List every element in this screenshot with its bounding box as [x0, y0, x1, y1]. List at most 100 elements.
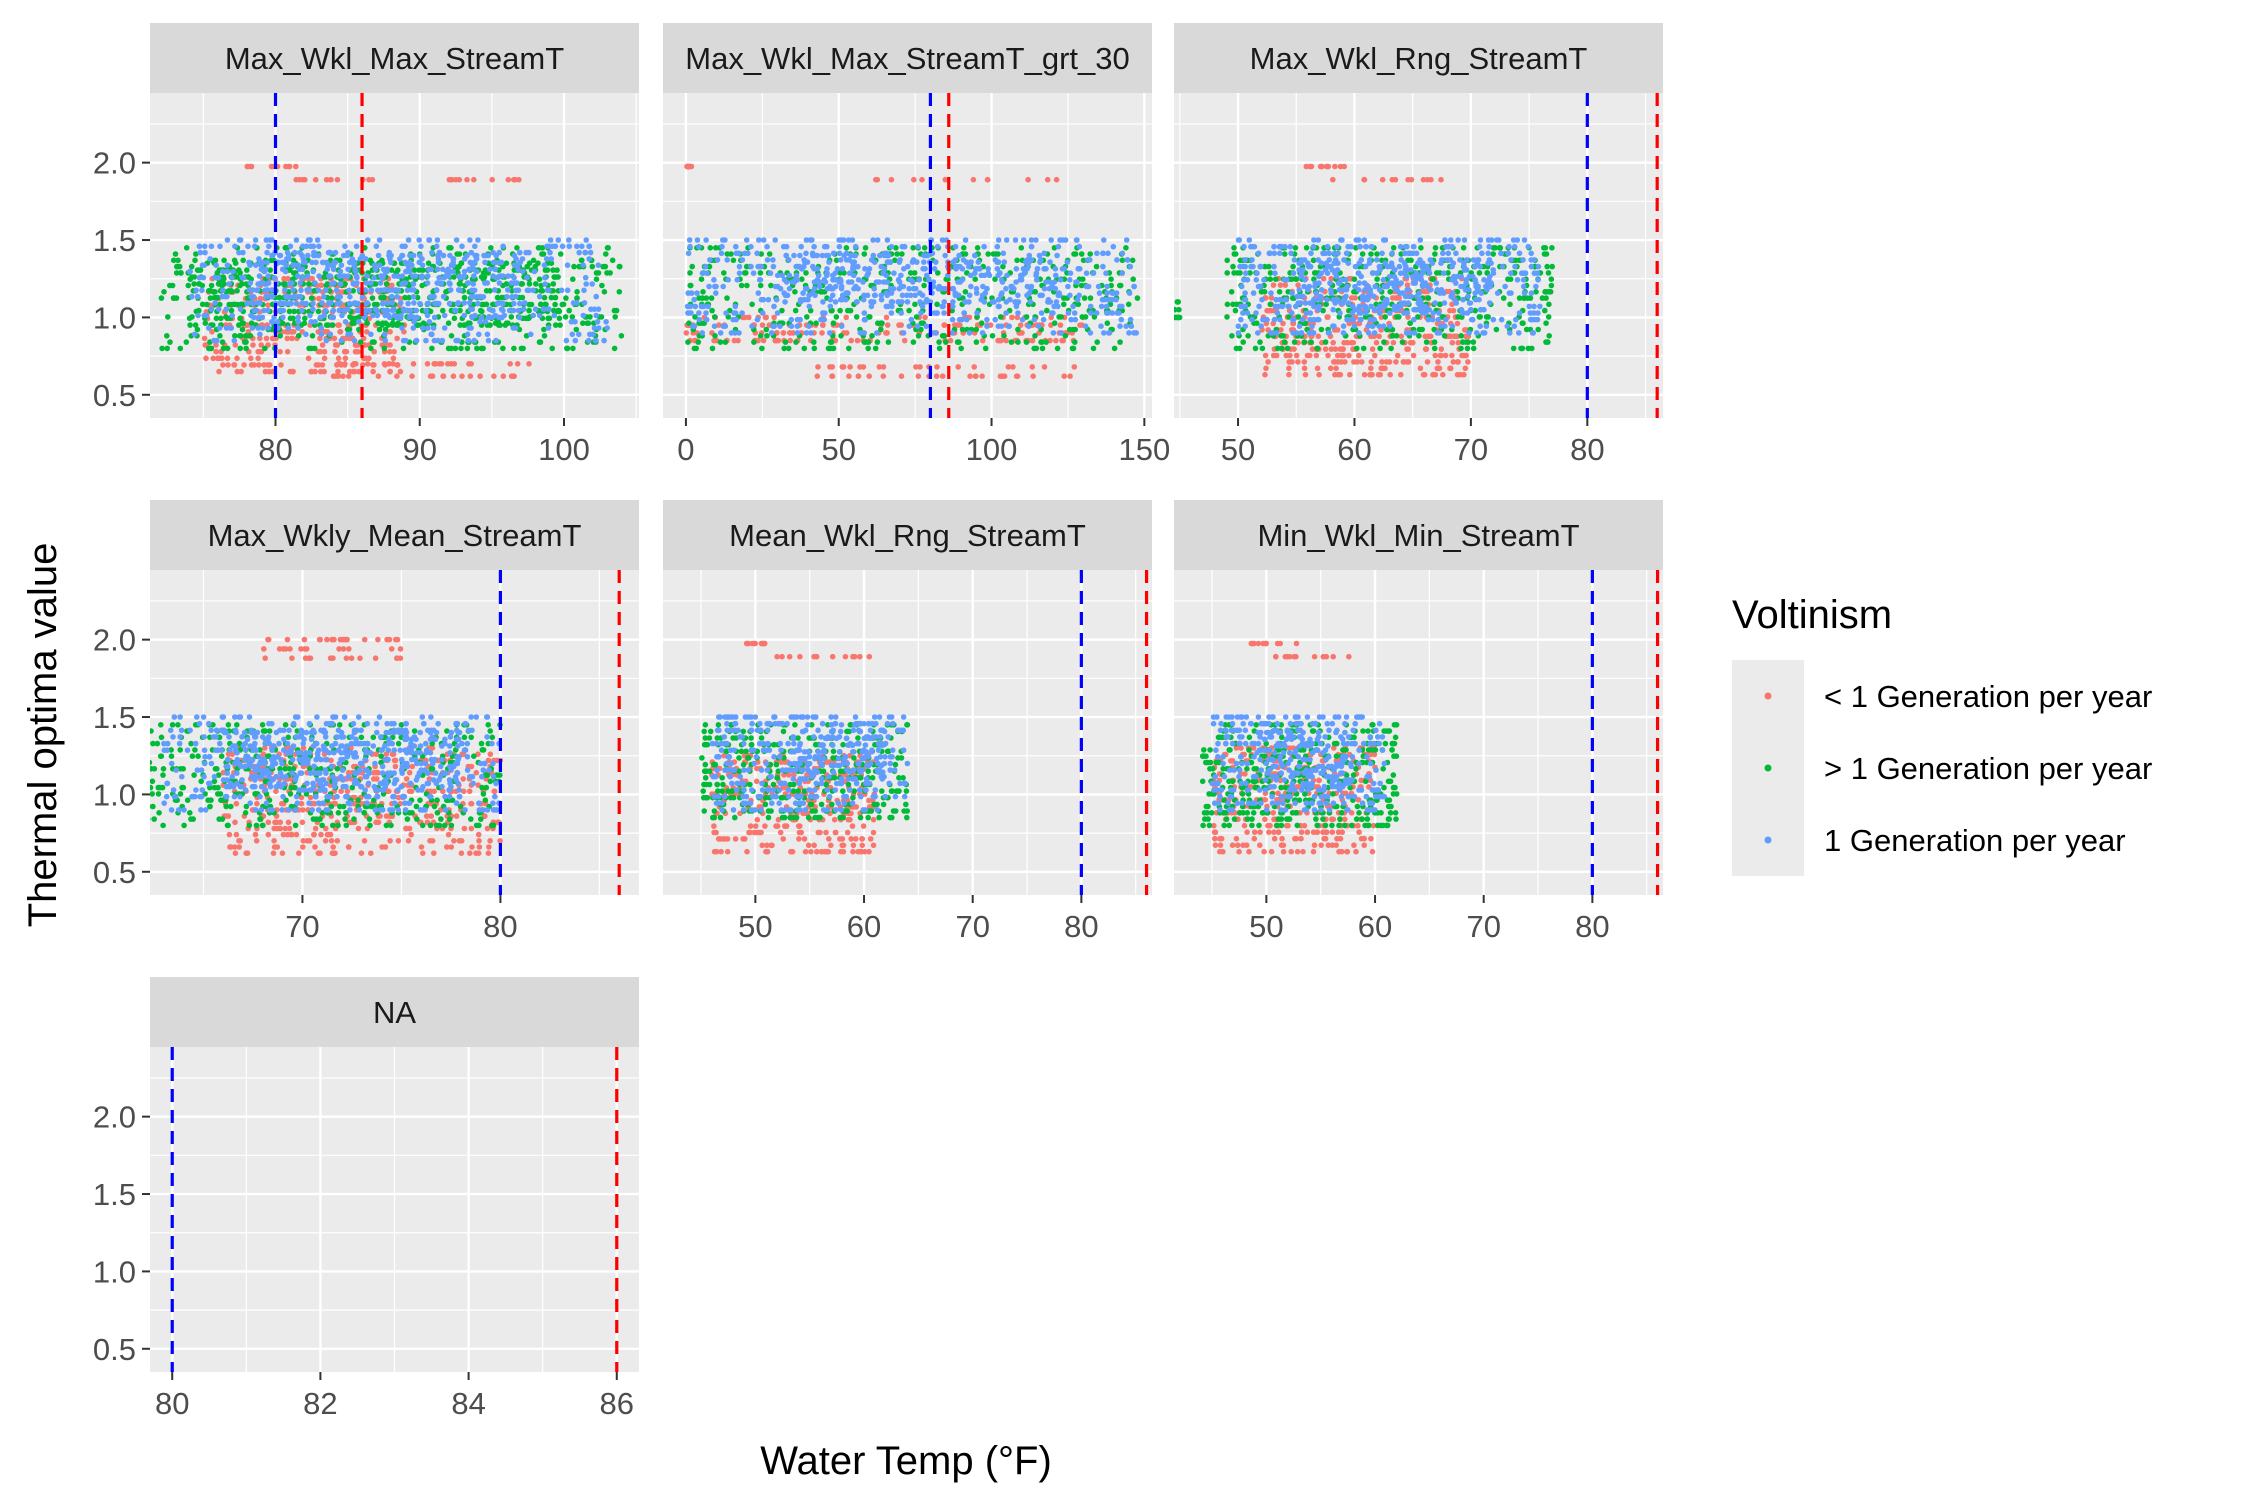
data-point [167, 339, 173, 345]
data-point [426, 266, 432, 273]
data-point [365, 361, 371, 367]
data-point [1510, 345, 1517, 352]
data-point [206, 345, 212, 352]
data-point [282, 287, 288, 293]
data-point [283, 294, 289, 300]
data-point [791, 279, 798, 285]
data-point [1322, 346, 1329, 352]
data-point [468, 325, 474, 331]
data-point [368, 287, 374, 293]
data-point [1013, 266, 1020, 272]
data-point [736, 270, 743, 277]
data-point [1470, 339, 1477, 345]
data-point [966, 263, 972, 270]
data-point [904, 299, 911, 305]
data-point [1119, 250, 1126, 257]
data-point [1371, 293, 1377, 300]
data-point [1368, 303, 1374, 310]
data-point [787, 330, 793, 336]
data-point [345, 331, 351, 338]
data-point [1404, 287, 1410, 293]
data-point [375, 287, 381, 294]
data-point [1290, 263, 1296, 270]
data-point [389, 307, 396, 314]
data-point [794, 323, 801, 330]
data-point [1302, 371, 1309, 378]
data-point [707, 257, 713, 263]
data-point [1040, 316, 1047, 323]
data-point [967, 373, 973, 380]
data-point [923, 323, 929, 330]
data-point [414, 294, 421, 301]
data-point [742, 250, 748, 257]
data-point [956, 292, 962, 299]
data-point [1448, 293, 1454, 300]
data-point [843, 314, 849, 321]
data-point [591, 325, 598, 331]
data-point [758, 296, 765, 303]
data-point [711, 323, 718, 330]
data-point [816, 283, 823, 290]
data-point [865, 339, 872, 345]
data-point [295, 314, 302, 321]
data-point [315, 362, 322, 368]
data-point [1233, 251, 1239, 257]
data-point [866, 266, 873, 272]
data-point [931, 266, 938, 272]
data-point [1334, 243, 1340, 250]
data-point [981, 243, 987, 250]
data-point [587, 331, 593, 338]
data-point [305, 237, 312, 243]
data-point [494, 300, 501, 307]
data-point [1254, 270, 1260, 277]
data-point [469, 314, 476, 321]
data-point [352, 266, 358, 273]
data-point [383, 307, 390, 314]
data-point [213, 348, 219, 355]
data-point [441, 325, 448, 331]
data-point [1256, 303, 1262, 310]
data-point [224, 237, 231, 243]
data-point [1414, 293, 1420, 300]
data-point [1043, 279, 1049, 285]
data-point [1443, 243, 1449, 250]
data-point [1387, 371, 1393, 378]
data-point [1440, 250, 1446, 257]
data-point [517, 300, 523, 307]
data-point [1351, 323, 1358, 330]
data-point [1096, 290, 1103, 296]
data-point [369, 295, 376, 301]
data-point [1131, 330, 1137, 336]
data-point [1425, 295, 1432, 301]
data-point [974, 314, 980, 320]
data-point [1117, 339, 1123, 345]
facet-strip [663, 23, 1152, 93]
data-point [1417, 237, 1423, 243]
data-point [1098, 323, 1104, 330]
data-point [611, 345, 618, 352]
data-point [914, 259, 920, 265]
data-point [1483, 323, 1490, 330]
data-point [1237, 270, 1243, 276]
data-point [410, 281, 417, 287]
data-point [489, 314, 495, 321]
data-point [899, 292, 906, 299]
data-point [1282, 296, 1289, 303]
data-point [533, 281, 539, 287]
data-point [196, 281, 203, 287]
data-point [231, 337, 238, 344]
data-point [580, 262, 586, 269]
data-point [1355, 287, 1362, 293]
data-point [1466, 330, 1472, 336]
data-point [1273, 330, 1280, 336]
data-point [513, 287, 519, 294]
data-point [1516, 330, 1522, 336]
data-point [547, 249, 553, 256]
data-point [186, 315, 193, 322]
data-point [1071, 251, 1077, 257]
data-point [297, 280, 304, 286]
data-point [1460, 296, 1466, 303]
data-point [337, 273, 343, 279]
data-point [979, 330, 986, 336]
data-point [783, 279, 790, 285]
